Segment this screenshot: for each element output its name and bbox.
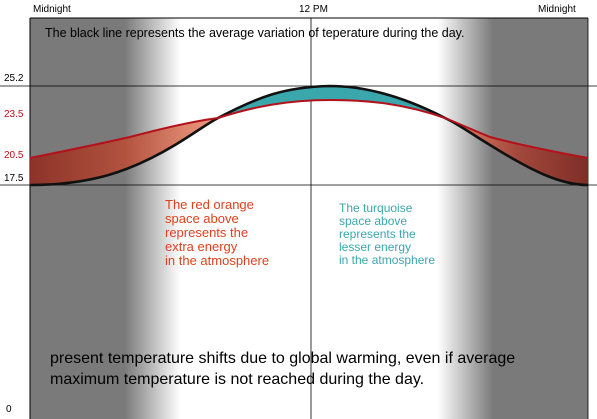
- y-label-23-5: 23.5: [4, 109, 24, 120]
- y-label-20-5: 20.5: [4, 150, 24, 161]
- time-label-midnight-left: Midnight: [33, 4, 71, 15]
- y-label-25-2: 25.2: [4, 73, 24, 84]
- red-area-left: [30, 118, 218, 185]
- bottom-text-line: maximum temperature is not reached durin…: [50, 371, 424, 388]
- red-area-right: [445, 118, 588, 185]
- average-temperature-line: [29, 84, 589, 187]
- turquoise-note-line: lesser energy: [339, 240, 411, 254]
- red-note-line: extra energy: [165, 239, 238, 254]
- current-temperature-line: [29, 98, 589, 159]
- turquoise-note-line: represents the: [339, 227, 416, 241]
- bottom-text-line: present temperature shifts due to global…: [50, 350, 515, 367]
- turquoise-note-line: space above: [339, 214, 407, 228]
- red-note-line: The red orange: [165, 197, 254, 212]
- y-label-17-5: 17.5: [4, 173, 24, 184]
- time-label-midnight-right: Midnight: [538, 4, 576, 15]
- turquoise-note-line: The turquoise: [339, 201, 413, 215]
- red-note-line: in the atmosphere: [165, 253, 269, 268]
- diagram-caption: The black line represents the average va…: [45, 26, 464, 40]
- time-label-noon: 12 PM: [299, 4, 328, 15]
- day-night-background: [30, 18, 588, 419]
- turquoise-energy-note: The turquoise space above represents the…: [339, 201, 435, 267]
- red-note-line: represents the: [165, 225, 248, 240]
- red-note-line: space above: [165, 211, 239, 226]
- red-energy-note: The red orange space above represents th…: [165, 197, 269, 268]
- y-label-0: 0: [6, 404, 12, 415]
- turquoise-note-line: in the atmosphere: [339, 253, 435, 267]
